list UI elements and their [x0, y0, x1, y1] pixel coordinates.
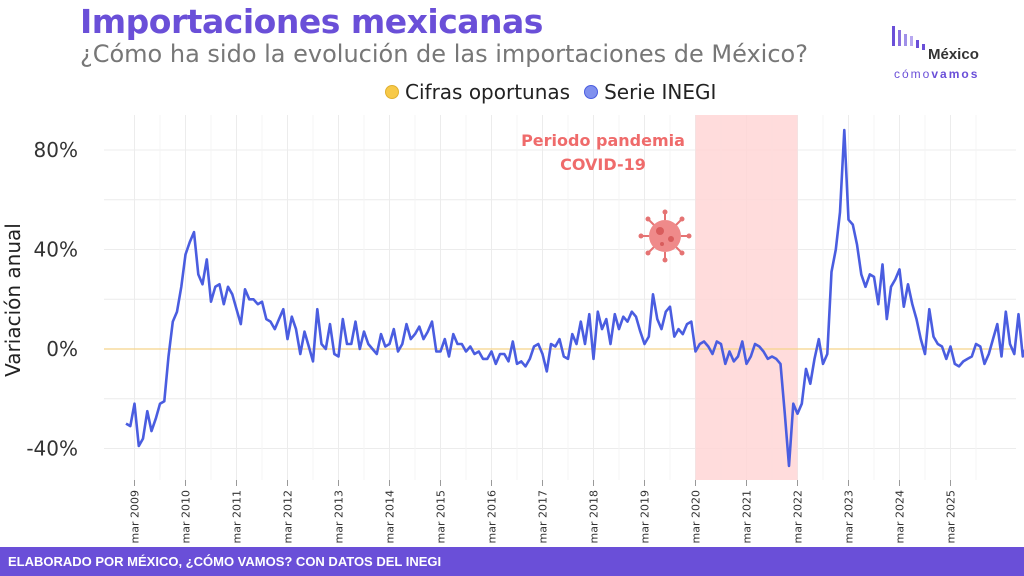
legend-item-cifras: Cifras oportunas — [385, 80, 570, 104]
series-line-inegi — [125, 128, 1024, 468]
logo-bars-icon — [892, 26, 925, 50]
chart-title: Importaciones mexicanas — [80, 2, 543, 41]
y-axis-ticks: -40% 0% 40% 80% — [26, 138, 78, 461]
x-tick-label: mar 2021 — [741, 490, 754, 543]
x-tick-label: mar 2015 — [435, 490, 448, 543]
legend-label-cifras: Cifras oportunas — [405, 80, 571, 104]
x-tick-label: mar 2025 — [945, 490, 958, 543]
legend-label-inegi: Serie INEGI — [604, 80, 717, 104]
y-axis-label: Variación anual — [1, 223, 25, 377]
legend: Cifras oportunas Serie INEGI — [385, 80, 722, 104]
x-tick-label: mar 2017 — [537, 490, 550, 543]
y-tick-label: 0% — [46, 337, 78, 361]
x-tick-label: mar 2013 — [333, 490, 346, 543]
x-tick-label: mar 2009 — [129, 490, 142, 543]
virus-icon — [638, 209, 692, 263]
mexico-como-vamos-logo: México cómovamos — [890, 22, 1010, 82]
legend-dot-inegi — [584, 85, 599, 99]
footer-text: ELABORADO POR MÉXICO, ¿CÓMO VAMOS? CON D… — [8, 554, 442, 569]
footer-bar: ELABORADO POR MÉXICO, ¿CÓMO VAMOS? CON D… — [0, 547, 1024, 576]
legend-item-inegi: Serie INEGI — [584, 80, 716, 104]
x-tick-label: mar 2012 — [282, 490, 295, 543]
x-tick-label: mar 2018 — [588, 490, 601, 543]
x-tick-label: mar 2016 — [486, 490, 499, 543]
x-tick-label: mar 2023 — [843, 490, 856, 543]
y-tick-label: -40% — [26, 437, 78, 461]
logo-brand: México — [928, 46, 979, 63]
chart-grid — [104, 115, 1016, 480]
y-tick-label: 40% — [34, 238, 78, 262]
y-tick-label: 80% — [34, 138, 78, 162]
pandemic-label-line2: COVID-19 — [560, 155, 646, 174]
x-tick-label: mar 2019 — [639, 490, 652, 543]
x-tick-label: mar 2020 — [690, 490, 703, 543]
chart-subtitle: ¿Cómo ha sido la evolución de las import… — [80, 40, 808, 68]
legend-dot-cifras — [385, 85, 399, 99]
x-tick-label: mar 2014 — [384, 490, 397, 543]
x-tick-label: mar 2024 — [894, 490, 907, 543]
x-tick-label: mar 2022 — [792, 490, 805, 543]
pandemic-shaded-period — [695, 115, 798, 480]
x-axis-ticks: mar 2009 mar 2010 mar 2011 mar 2012 mar 2013… — [129, 480, 958, 543]
x-tick-label: mar 2010 — [180, 490, 193, 543]
pandemic-label-line1: Periodo pandemia — [521, 131, 685, 150]
logo-sub: cómovamos — [894, 67, 980, 81]
x-tick-label: mar 2011 — [231, 490, 244, 543]
line-chart: -40%0%40%80% mar 2009 mar 2010 mar 2011 mar… — [1, 115, 1024, 543]
